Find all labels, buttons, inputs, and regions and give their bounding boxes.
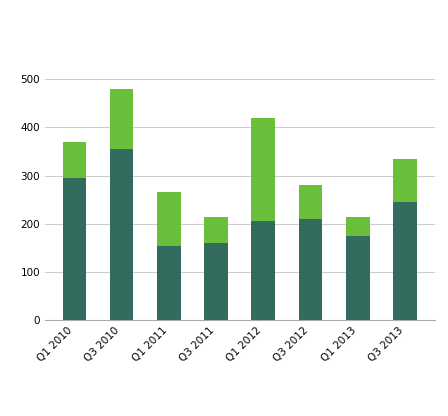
Bar bbox=[346, 217, 370, 236]
Bar bbox=[157, 245, 181, 320]
Bar bbox=[346, 236, 370, 320]
Bar bbox=[63, 142, 86, 178]
Bar bbox=[299, 185, 323, 219]
Bar bbox=[110, 149, 134, 320]
Bar bbox=[157, 193, 181, 245]
Text: Take-up by class,  000 sq m: Take-up by class, 000 sq m bbox=[6, 16, 233, 32]
Bar bbox=[299, 219, 323, 320]
Bar bbox=[393, 202, 417, 320]
Bar bbox=[204, 217, 228, 243]
Bar bbox=[204, 243, 228, 320]
Bar bbox=[251, 118, 275, 221]
Bar bbox=[251, 221, 275, 320]
Bar bbox=[110, 89, 134, 149]
Bar bbox=[63, 178, 86, 320]
Bar bbox=[393, 158, 417, 202]
